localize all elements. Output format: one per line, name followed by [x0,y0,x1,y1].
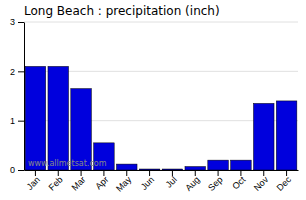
bar [208,160,229,170]
y-tick: 0 [10,165,24,175]
x-tick-label: Apr [93,175,110,192]
y-tick-mark [18,121,24,122]
plot-area: Jan Feb Mar AprMay Jun Jul Aug Sep Oct NovDec 0 1 2 3… [10,17,299,193]
bar [71,89,92,170]
x-tick-label: Jul [164,175,179,190]
x-tick: Feb [47,170,65,193]
x-tick: Jun [139,170,156,192]
bar [162,169,183,170]
x-tick: Sep [206,170,224,193]
bar [276,101,297,170]
x-tick-label: May [114,174,133,193]
bar [25,66,46,170]
y-tick-label: 2 [10,67,15,77]
x-tick: Jan [25,170,42,192]
x-tick: Jul [164,170,179,190]
x-tick-label: Aug [183,175,201,193]
x-tick: Nov [252,170,271,193]
bar [185,167,206,170]
chart: Jan Feb Mar AprMay Jun Jul Aug Sep Oct NovDec 0 1 2 3… [0,0,306,200]
x-tick-label: Dec [275,174,294,193]
x-axis: Jan Feb Mar AprMay Jun Jul Aug Sep Oct NovDec [25,170,299,194]
grid-line [24,22,298,23]
x-tick: Oct [230,170,247,192]
y-tick-label: 0 [10,165,15,175]
x-tick-label: Oct [230,174,247,191]
x-tick: Aug [183,170,201,193]
bar [231,160,252,170]
x-tick-label: Jun [139,175,156,192]
y-tick-label: 1 [10,116,15,126]
y-tick: 1 [10,116,24,126]
x-tick-label: Jan [25,175,42,192]
x-axis-line [25,170,299,171]
bar [139,169,160,170]
bars [25,66,297,170]
y-tick-mark [18,71,24,72]
y-tick-mark [18,170,24,171]
x-tick-label: Mar [70,175,88,193]
y-tick-label: 3 [10,17,15,27]
x-tick: Dec [275,170,294,193]
y-tick: 2 [10,67,24,77]
x-tick-label: Feb [47,175,65,193]
x-tick-label: Nov [252,174,271,193]
x-tick-label: Sep [206,175,224,193]
y-axis: 0 1 2 3 [10,17,25,175]
bar [48,66,69,170]
x-tick: Apr [93,170,110,192]
bar [116,164,137,170]
y-tick: 3 [10,17,24,27]
x-tick: Mar [70,170,88,193]
y-tick-mark [18,22,24,23]
x-tick: May [114,170,133,194]
watermark: www.allmetsat.com [28,159,107,168]
bar [253,103,274,170]
title: Long Beach : precipitation (inch) [24,4,220,18]
grid [24,22,298,170]
y-axis-line [24,23,25,171]
